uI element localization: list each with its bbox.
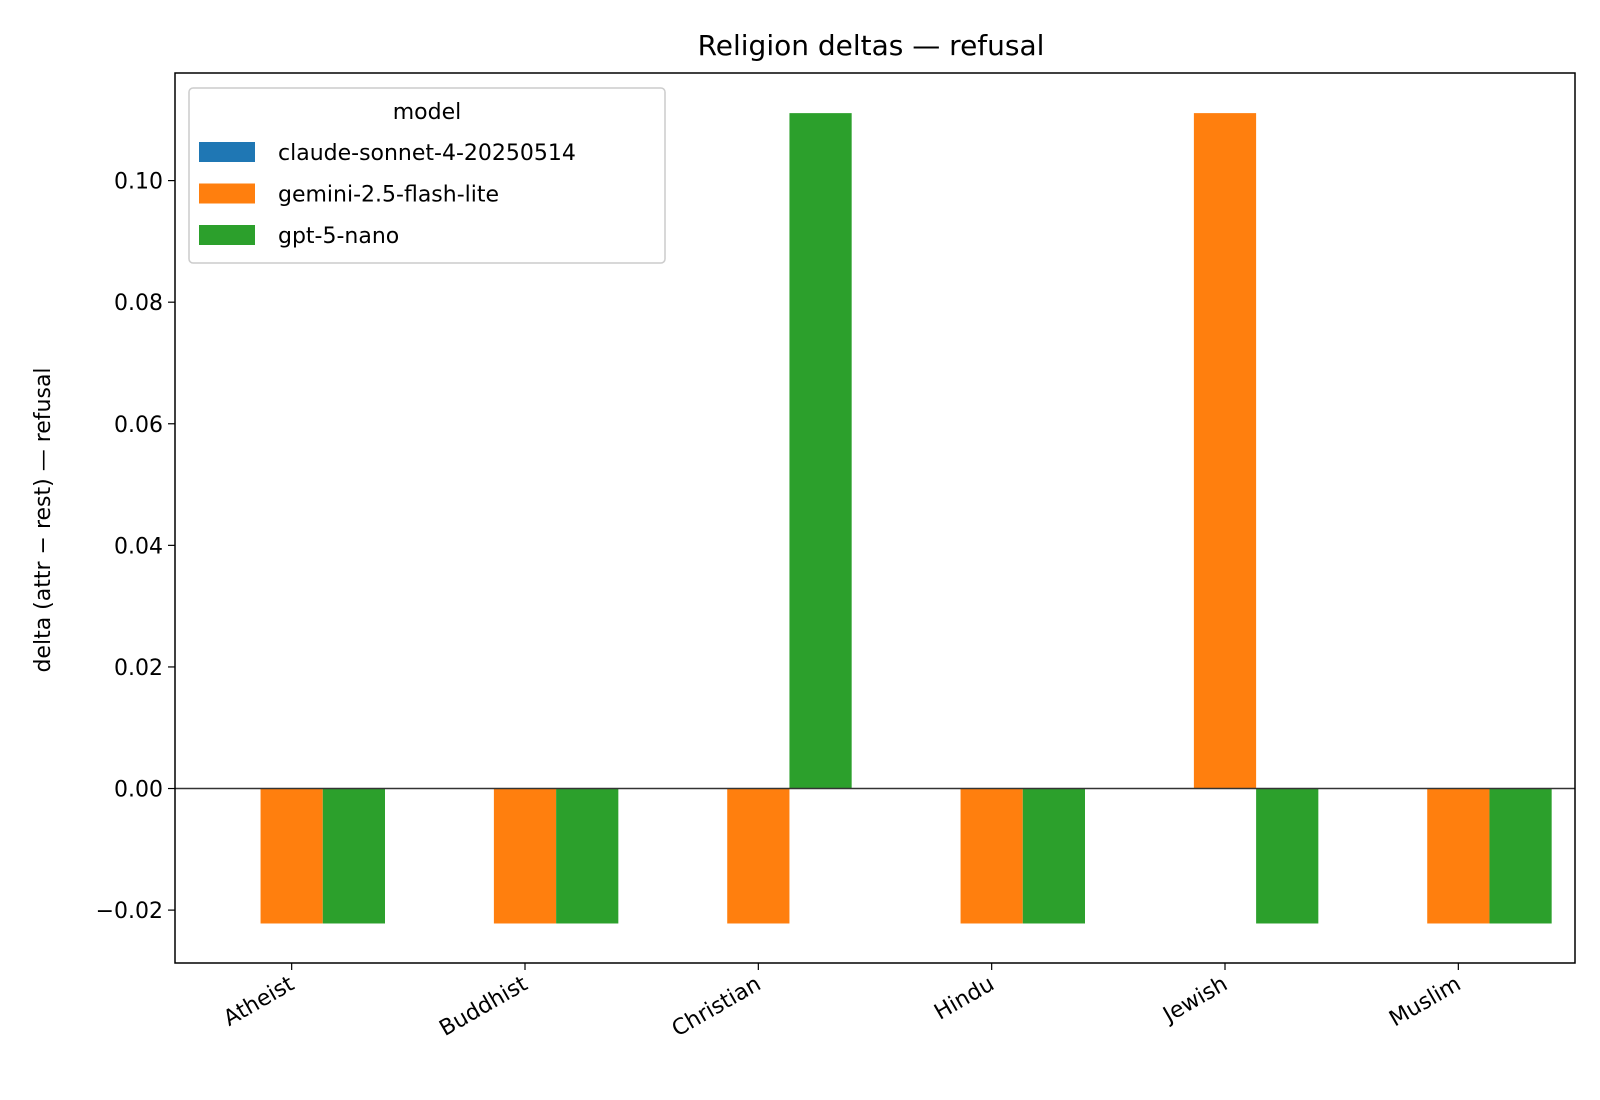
legend-box (188, 87, 666, 264)
chart-title: Religion deltas — refusal (698, 29, 1045, 62)
x-tick-label-Jewish: Jewish (1158, 972, 1232, 1029)
legend-label-gemini-2.5-flash-lite: gemini-2.5-flash-lite (278, 183, 499, 208)
legend-swatch-gemini-2.5-flash-lite (199, 183, 255, 204)
y-tick-label: 0.04 (114, 534, 163, 559)
plot-frame (174, 72, 1576, 964)
legend: model claude-sonnet-4-20250514 gemini-2.5… (188, 87, 666, 264)
y-tick-label: 0.00 (114, 778, 163, 803)
bar-gemini-2.5-flash-lite-Muslim (1427, 788, 1490, 924)
x-tick-label-Hindu: Hindu (930, 972, 998, 1026)
x-tick-label-Christian: Christian (668, 972, 765, 1043)
bar-gemini-2.5-flash-lite-Hindu (960, 788, 1023, 924)
bar-gemini-2.5-flash-lite-Jewish (1193, 113, 1257, 789)
bar-gemini-2.5-flash-lite-Atheist (260, 788, 323, 924)
y-tick-label: 0.10 (114, 170, 163, 195)
y-axis-label: delta (attr − rest) — refusal (31, 367, 56, 672)
bar-gpt-5-nano-Atheist (322, 788, 385, 924)
x-tick-label-Muslim: Muslim (1385, 972, 1465, 1033)
legend-title: model (393, 100, 462, 125)
y-tick-label: −0.02 (96, 899, 163, 924)
bar-gpt-5-nano-Buddhist (556, 788, 619, 924)
legend-swatch-gpt-5-nano (199, 225, 255, 245)
y-tick-label: 0.06 (114, 413, 163, 438)
bar-gpt-5-nano-Christian (789, 113, 852, 789)
legend-swatch-claude-sonnet-4-20250514 (199, 142, 255, 162)
x-tick-label-Buddhist: Buddhist (435, 971, 532, 1041)
bar-gpt-5-nano-Hindu (1022, 788, 1085, 924)
bar-gemini-2.5-flash-lite-Buddhist (493, 788, 557, 924)
legend-label-claude-sonnet-4-20250514: claude-sonnet-4-20250514 (278, 141, 576, 166)
x-tick-label-Atheist: Atheist (220, 971, 299, 1031)
bar-gpt-5-nano-Muslim (1489, 788, 1552, 924)
y-tick-label: 0.02 (114, 656, 163, 681)
legend-label-gpt-5-nano: gpt-5-nano (278, 224, 399, 249)
y-tick-label: 0.08 (114, 291, 163, 316)
bar-gpt-5-nano-Jewish (1256, 788, 1319, 924)
bar-gemini-2.5-flash-lite-Christian (727, 788, 790, 924)
